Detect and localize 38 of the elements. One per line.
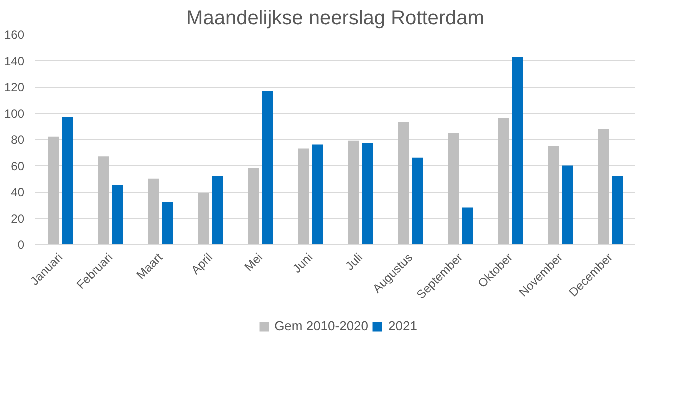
y-tick-label: 40 — [11, 186, 25, 200]
y-tick-label: 60 — [11, 159, 25, 174]
y-tick-label: 120 — [4, 80, 25, 94]
bar — [262, 90, 273, 244]
legend-label: 2021 — [388, 318, 418, 334]
legend-label: Gem 2010-2020 — [274, 318, 369, 334]
bar — [62, 117, 73, 244]
bar — [148, 178, 159, 244]
bar — [162, 202, 173, 244]
bar — [312, 144, 323, 244]
bar — [112, 185, 123, 244]
chart-title: Maandelijkse neerslag Rotterdam — [186, 8, 484, 30]
y-tick-label: 80 — [11, 133, 25, 147]
bar — [48, 136, 59, 244]
bar — [612, 176, 623, 244]
y-tick-label: 0 — [18, 238, 25, 252]
bar — [598, 129, 609, 244]
bar — [412, 158, 423, 244]
bar — [398, 122, 409, 244]
bar — [562, 166, 573, 244]
bar — [298, 148, 309, 244]
bar — [448, 132, 459, 244]
bar — [348, 140, 359, 244]
y-tick-label: 20 — [11, 212, 25, 226]
y-tick-label: 140 — [4, 54, 25, 68]
bar — [98, 156, 109, 244]
bar — [248, 168, 259, 244]
x-tick-label: Mei — [242, 250, 266, 274]
bar — [548, 146, 559, 244]
bar — [462, 208, 473, 244]
y-tick-label: 160 — [4, 28, 25, 42]
bar — [212, 176, 223, 244]
y-tick-label: 100 — [4, 106, 25, 121]
bar — [498, 118, 509, 244]
bar — [198, 193, 209, 244]
bar — [362, 143, 373, 244]
bar — [512, 57, 523, 244]
x-tick-label: Juli — [342, 250, 366, 274]
